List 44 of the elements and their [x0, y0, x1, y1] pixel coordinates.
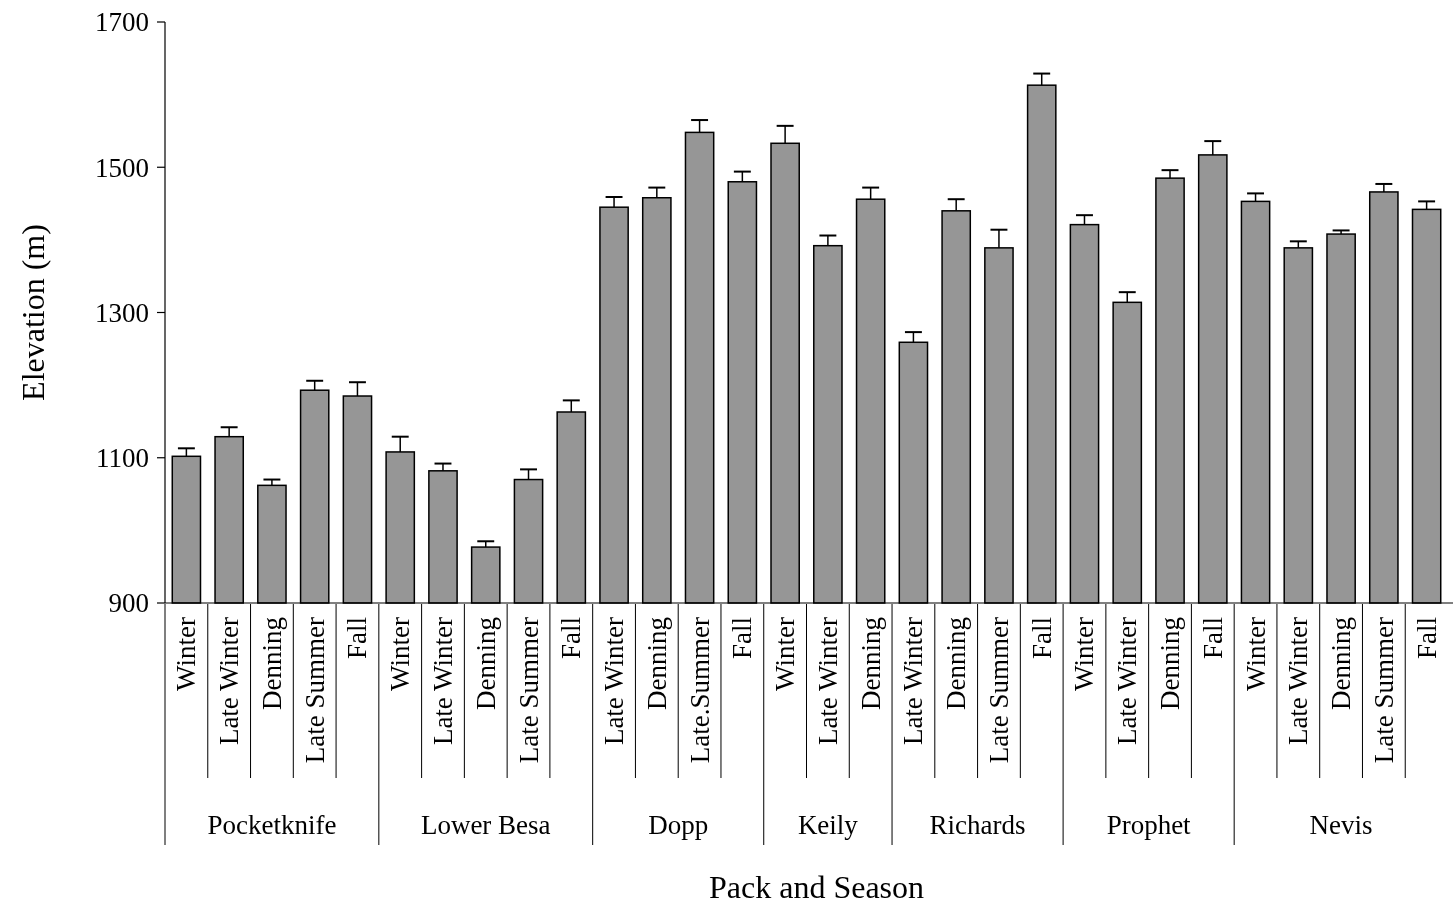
x-tick-label: Denning — [470, 617, 501, 710]
x-tick-label: Fall — [1197, 617, 1228, 660]
x-tick-label: Winter — [1240, 617, 1271, 691]
x-axis-title: Pack and Season — [708, 869, 925, 905]
x-tick-label: Denning — [256, 617, 287, 710]
x-tick-label: Late Winter — [214, 617, 245, 746]
y-tick-label: 1100 — [96, 443, 149, 474]
x-tick-label: Late Winter — [898, 617, 929, 746]
x-tick-label: Denning — [1326, 617, 1357, 710]
x-tick-label: Winter — [171, 617, 202, 691]
text: Dopp — [648, 810, 709, 840]
x-tick-label: Late.Summer — [684, 617, 715, 764]
x-tick-label: Late Winter — [1112, 617, 1143, 746]
x-tick-label: Late Summer — [1368, 617, 1399, 764]
x-tick-label: Winter — [770, 617, 801, 691]
x-tick-label: Late Winter — [812, 617, 843, 746]
y-tick-label: 1300 — [95, 297, 149, 328]
x-tick-label: Fall — [727, 617, 758, 660]
text: Prophet — [1106, 810, 1192, 840]
y-tick-label: 1500 — [95, 152, 149, 183]
x-tick-label: Late Winter — [599, 617, 630, 746]
y-tick-label: 900 — [108, 588, 149, 619]
x-tick-label: Fall — [1026, 617, 1057, 660]
x-tick-label: Denning — [941, 617, 972, 710]
text: Lower Besa — [420, 810, 551, 840]
y-tick-label: 1700 — [95, 7, 149, 38]
text: Pocketknife — [207, 810, 337, 840]
x-tick-label: Late Summer — [513, 617, 544, 764]
text: Nevis — [1309, 810, 1373, 840]
x-tick-label: Denning — [1155, 617, 1186, 710]
x-tick-label: Late Winter — [1283, 617, 1314, 746]
text: Richards — [929, 810, 1026, 840]
y-axis-title: Elevation (m) — [15, 224, 51, 401]
x-tick-label: Late Summer — [983, 617, 1014, 764]
x-tick-label: Late Summer — [299, 617, 330, 764]
text: Keily — [797, 810, 859, 840]
x-tick-label: Fall — [1411, 617, 1442, 660]
x-tick-label: Fall — [556, 617, 587, 660]
x-tick-label: Denning — [641, 617, 672, 710]
x-tick-label: Late Winter — [427, 617, 458, 746]
x-tick-label: Fall — [342, 617, 373, 660]
x-tick-label: Denning — [855, 617, 886, 710]
x-tick-label: Winter — [385, 617, 416, 691]
x-tick-label: Winter — [1069, 617, 1100, 691]
